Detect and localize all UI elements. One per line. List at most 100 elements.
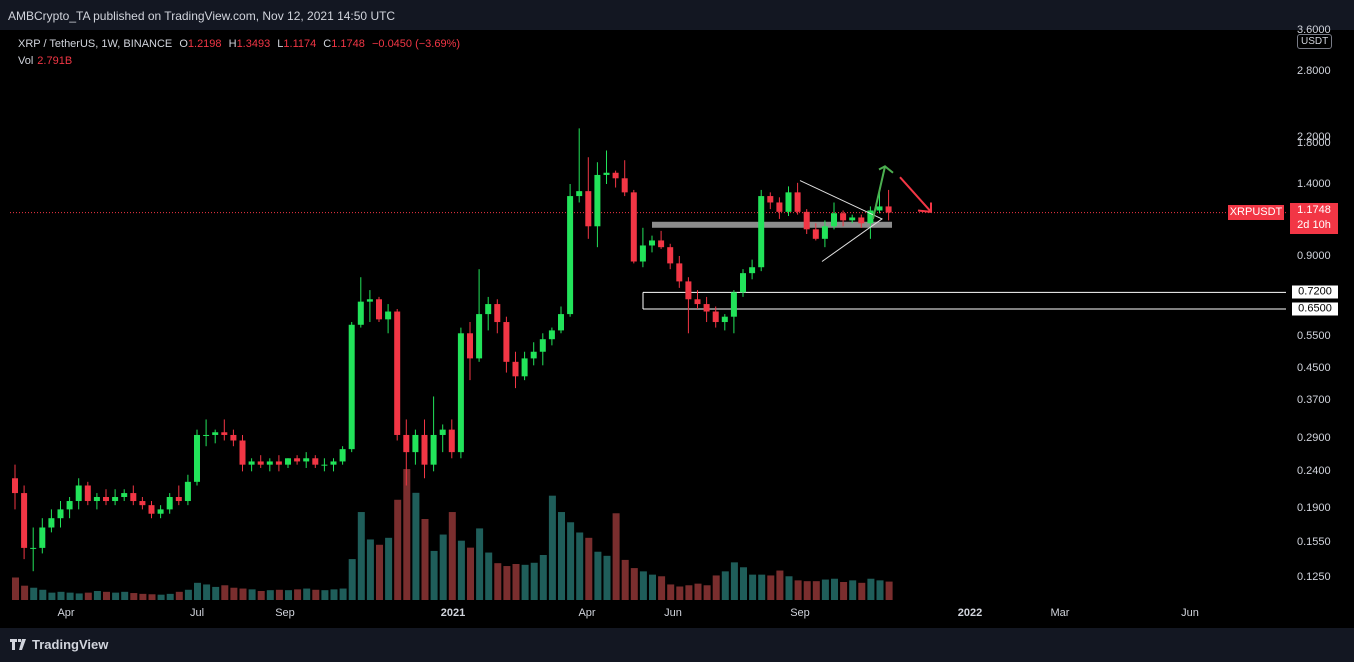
candle-body [512,361,519,377]
candle-body [858,217,865,224]
candle-body [93,497,100,502]
volume-bar [539,555,547,600]
volume-bar [66,592,74,600]
time-tick-label: Mar [1050,607,1070,619]
price-tick-label: 0.2400 [1297,465,1331,477]
volume-bar [639,571,647,600]
volume-bar [594,551,602,600]
candle-body [321,464,328,466]
close-value: 1.1748 [331,38,365,50]
candle-body [57,509,64,519]
price-tick-label: 0.4500 [1297,362,1331,374]
volume-bar [476,528,484,600]
chart-pane[interactable] [10,30,1286,600]
volume-bar [348,559,356,600]
volume-bar [685,585,693,600]
candle-body [612,172,619,179]
candle-body [303,458,310,462]
volume-bar [230,587,238,600]
volume-bar [885,581,893,600]
candle-body [785,192,792,212]
high-label: H [228,38,237,50]
candle-body [294,458,301,462]
volume-bar [858,582,866,600]
volume-bar [821,579,829,600]
currency-unit[interactable]: USDT [1297,34,1333,49]
volume-bar [303,588,311,600]
price-tick-label: 0.5500 [1297,330,1331,342]
volume-bar [649,574,656,600]
volume-bar [585,537,593,600]
volume-bar [512,564,520,600]
triangle-pattern [799,180,883,262]
candle-body [876,206,883,211]
candle-body [403,434,410,453]
volume-legend: Vol 2.791B [18,55,72,67]
volume-bar [212,586,220,600]
price-tick-label: 2.8000 [1297,65,1331,77]
volume-bar [612,513,620,600]
candle-body [558,314,564,331]
breakout-arrow-head [878,165,894,174]
candle-body [694,299,701,305]
candle-body [867,210,874,224]
candle-body [758,196,765,268]
candle-body [221,432,228,435]
candle-body [767,196,774,203]
drop-arrow [899,176,932,213]
candle-body [12,478,18,494]
candle-body [239,440,246,465]
candle-body [676,263,683,282]
volume-bar [403,469,411,600]
volume-bar [57,591,65,600]
volume-bar [184,589,192,600]
symbol-name: XRP / TetherUS, 1W, BINANCE [18,38,173,50]
volume-bar [93,591,101,600]
time-tick-label: Jun [1181,607,1199,619]
open-value: 1.2198 [187,38,222,50]
support-zone [652,221,892,228]
candle-body [703,304,710,312]
candle-body [194,434,200,482]
volume-bar [285,590,292,600]
candle-body [485,304,492,315]
candle-body [567,196,574,315]
volume-bar [430,550,438,600]
low-label: L [277,38,284,50]
candle-body [312,458,319,465]
candle-body [166,497,173,510]
volume-bar [840,582,848,600]
candle-body [266,461,273,465]
time-tick-label: Jun [664,607,682,619]
volume-bar [521,564,529,600]
volume-bar [12,577,19,600]
candle-body [530,351,537,359]
candle-body [103,497,109,502]
price-tick-label: 1.4000 [1297,178,1331,190]
high-value: 1.3493 [236,38,271,50]
last-price-box: 1.1748 2d 10h [1290,203,1338,234]
volume-bar [548,495,556,600]
candle-body [658,240,665,248]
candle-body [121,493,128,498]
candle-body [157,509,164,514]
volume-bar [694,583,702,600]
volume-bar [275,589,283,600]
volume-bar [867,578,875,600]
candle-body [30,547,37,549]
volume-bar [412,492,420,600]
candle-body [831,213,837,227]
candle-body [376,299,382,320]
candle-body [539,339,546,352]
volume-bar [84,592,92,600]
volume-bar [139,593,147,600]
volume-bar [630,568,638,600]
volume-bar [730,562,738,600]
volume-bar [321,590,329,600]
tradingview-logo[interactable]: TradingView [10,637,108,652]
candle-body [248,461,255,465]
candle-body [740,273,746,293]
candle-body [394,311,401,435]
candle-body [421,434,428,465]
